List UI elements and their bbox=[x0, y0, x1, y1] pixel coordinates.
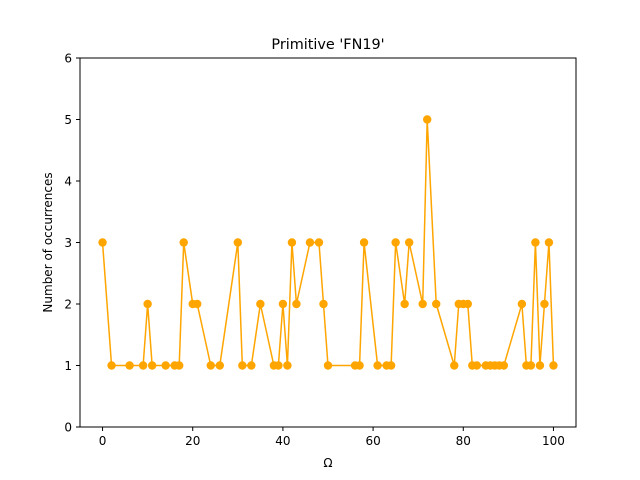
data-point bbox=[517, 299, 527, 309]
x-tick-label: 0 bbox=[99, 434, 107, 448]
data-point bbox=[206, 361, 215, 370]
y-tick-label: 3 bbox=[64, 236, 72, 250]
data-point bbox=[305, 238, 315, 247]
y-tick-label: 6 bbox=[64, 52, 72, 66]
data-point bbox=[531, 238, 540, 247]
x-tick-label: 40 bbox=[275, 434, 290, 448]
data-point bbox=[256, 299, 265, 309]
data-point bbox=[373, 361, 382, 370]
x-tick-label: 100 bbox=[542, 434, 565, 448]
data-point bbox=[193, 299, 202, 309]
data-point bbox=[238, 361, 247, 370]
plot-area bbox=[98, 115, 558, 370]
data-point bbox=[292, 299, 301, 309]
data-point bbox=[526, 361, 536, 370]
chart-title: Primitive 'FN19' bbox=[271, 37, 384, 53]
data-point bbox=[138, 361, 148, 370]
data-point bbox=[247, 361, 256, 370]
y-tick-label: 2 bbox=[64, 298, 72, 312]
data-point bbox=[423, 115, 432, 124]
x-tick-label: 20 bbox=[185, 434, 200, 448]
data-point bbox=[175, 361, 184, 370]
data-point bbox=[463, 299, 472, 309]
y-axis-label: Number of occurrences bbox=[41, 172, 55, 312]
data-point bbox=[233, 238, 243, 247]
data-point bbox=[107, 361, 116, 370]
x-axis-label: Ω bbox=[323, 456, 332, 470]
data-point bbox=[314, 238, 324, 247]
data-point bbox=[161, 361, 170, 370]
data-point bbox=[391, 238, 400, 247]
data-point bbox=[386, 361, 396, 370]
data-point bbox=[98, 238, 107, 247]
data-point bbox=[418, 299, 427, 309]
data-point bbox=[432, 299, 441, 309]
data-point bbox=[549, 361, 558, 370]
data-point bbox=[179, 238, 188, 247]
data-point bbox=[450, 361, 459, 370]
data-point bbox=[143, 299, 152, 309]
data-point bbox=[283, 361, 292, 370]
y-axis: 0 1 2 3 4 5 6 bbox=[64, 52, 80, 435]
data-point bbox=[535, 361, 545, 370]
x-tick-label: 60 bbox=[365, 434, 380, 448]
data-point bbox=[499, 361, 509, 370]
data-point bbox=[147, 361, 157, 370]
data-point bbox=[215, 361, 224, 370]
y-tick-label: 1 bbox=[64, 359, 72, 373]
x-axis: 0 20 40 60 80 100 bbox=[99, 427, 565, 448]
data-point bbox=[278, 299, 288, 309]
data-point bbox=[359, 238, 369, 247]
x-tick-label: 80 bbox=[456, 434, 471, 448]
y-tick-label: 4 bbox=[64, 175, 72, 189]
data-point bbox=[540, 299, 549, 309]
data-point bbox=[400, 299, 409, 309]
data-point bbox=[544, 238, 554, 247]
data-point bbox=[287, 238, 297, 247]
y-tick-label: 5 bbox=[64, 113, 72, 127]
data-point bbox=[323, 361, 333, 370]
data-point bbox=[319, 299, 328, 309]
data-point bbox=[472, 361, 481, 370]
data-point bbox=[355, 361, 364, 370]
data-point bbox=[274, 361, 283, 370]
data-point bbox=[125, 361, 134, 370]
y-tick-label: 0 bbox=[64, 421, 72, 435]
data-point bbox=[404, 238, 414, 247]
